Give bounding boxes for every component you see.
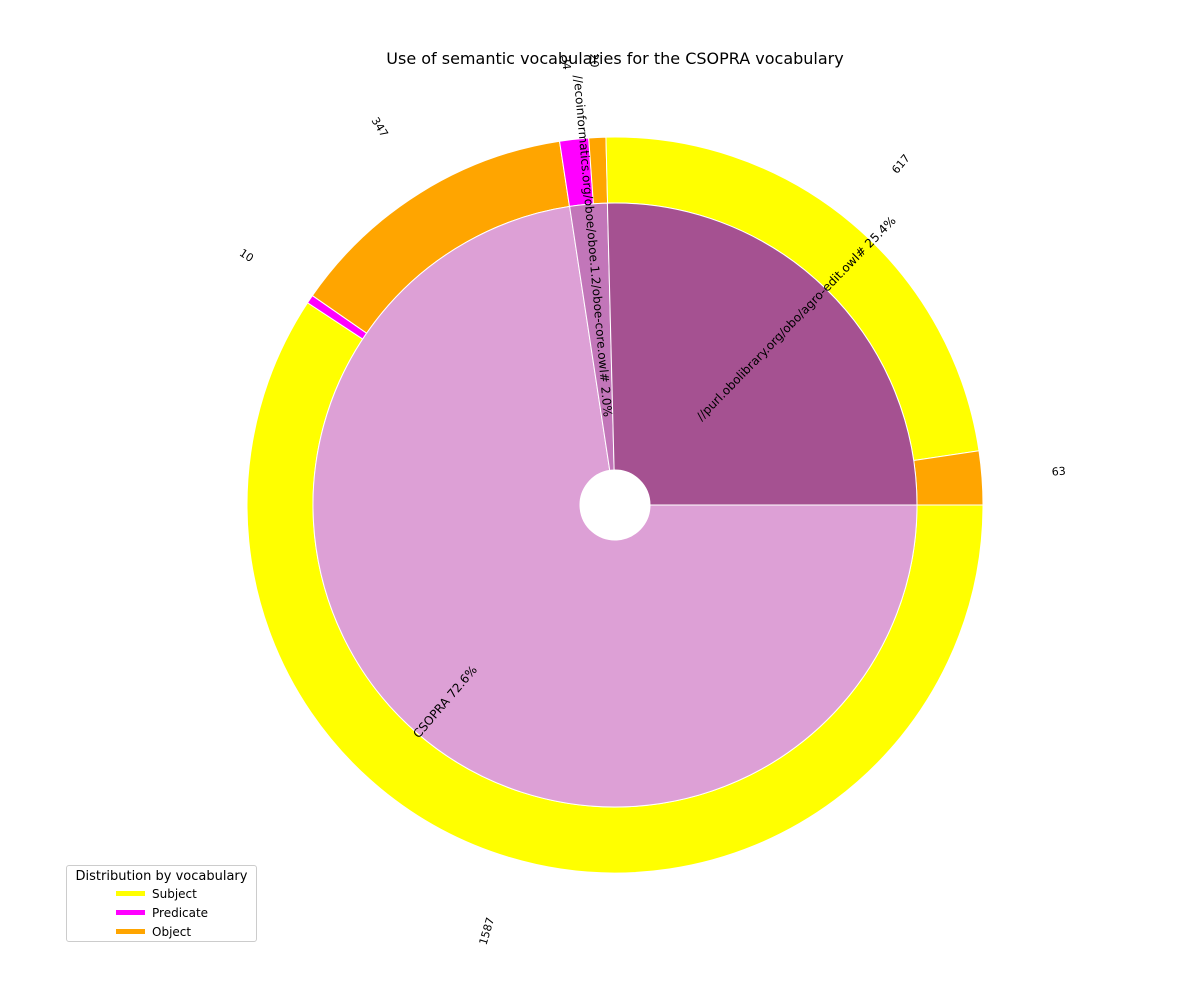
outer-value-label-3: 34 <box>559 55 573 70</box>
center-hole <box>580 470 650 540</box>
legend-title: Distribution by vocabulary <box>75 869 248 884</box>
chart-title: Use of semantic vocabularies for the CSO… <box>386 49 843 68</box>
outer-value-label-5: 617 <box>889 152 912 176</box>
legend-swatch <box>116 929 145 934</box>
outer-value-label-0: 1587 <box>477 916 497 947</box>
legend-item-predicate: Predicate <box>67 903 256 922</box>
legend-item-object: Object <box>67 922 256 941</box>
legend-item-subject: Subject <box>67 884 256 903</box>
outer-value-label-2: 347 <box>369 115 391 140</box>
legend-swatch <box>116 910 145 915</box>
legend-label: Subject <box>152 886 197 901</box>
outer-value-label-6: 63 <box>1051 465 1066 479</box>
outer-value-label-1: 10 <box>237 246 256 265</box>
outer-slice-object-6 <box>913 450 984 506</box>
legend-label: Object <box>152 924 192 939</box>
outer-ring <box>246 136 984 874</box>
outer-value-label-4: 20 <box>587 53 601 68</box>
legend: Distribution by vocabulary Subject Predic… <box>66 865 257 942</box>
legend-swatch <box>116 891 145 896</box>
legend-label: Predicate <box>152 905 209 920</box>
